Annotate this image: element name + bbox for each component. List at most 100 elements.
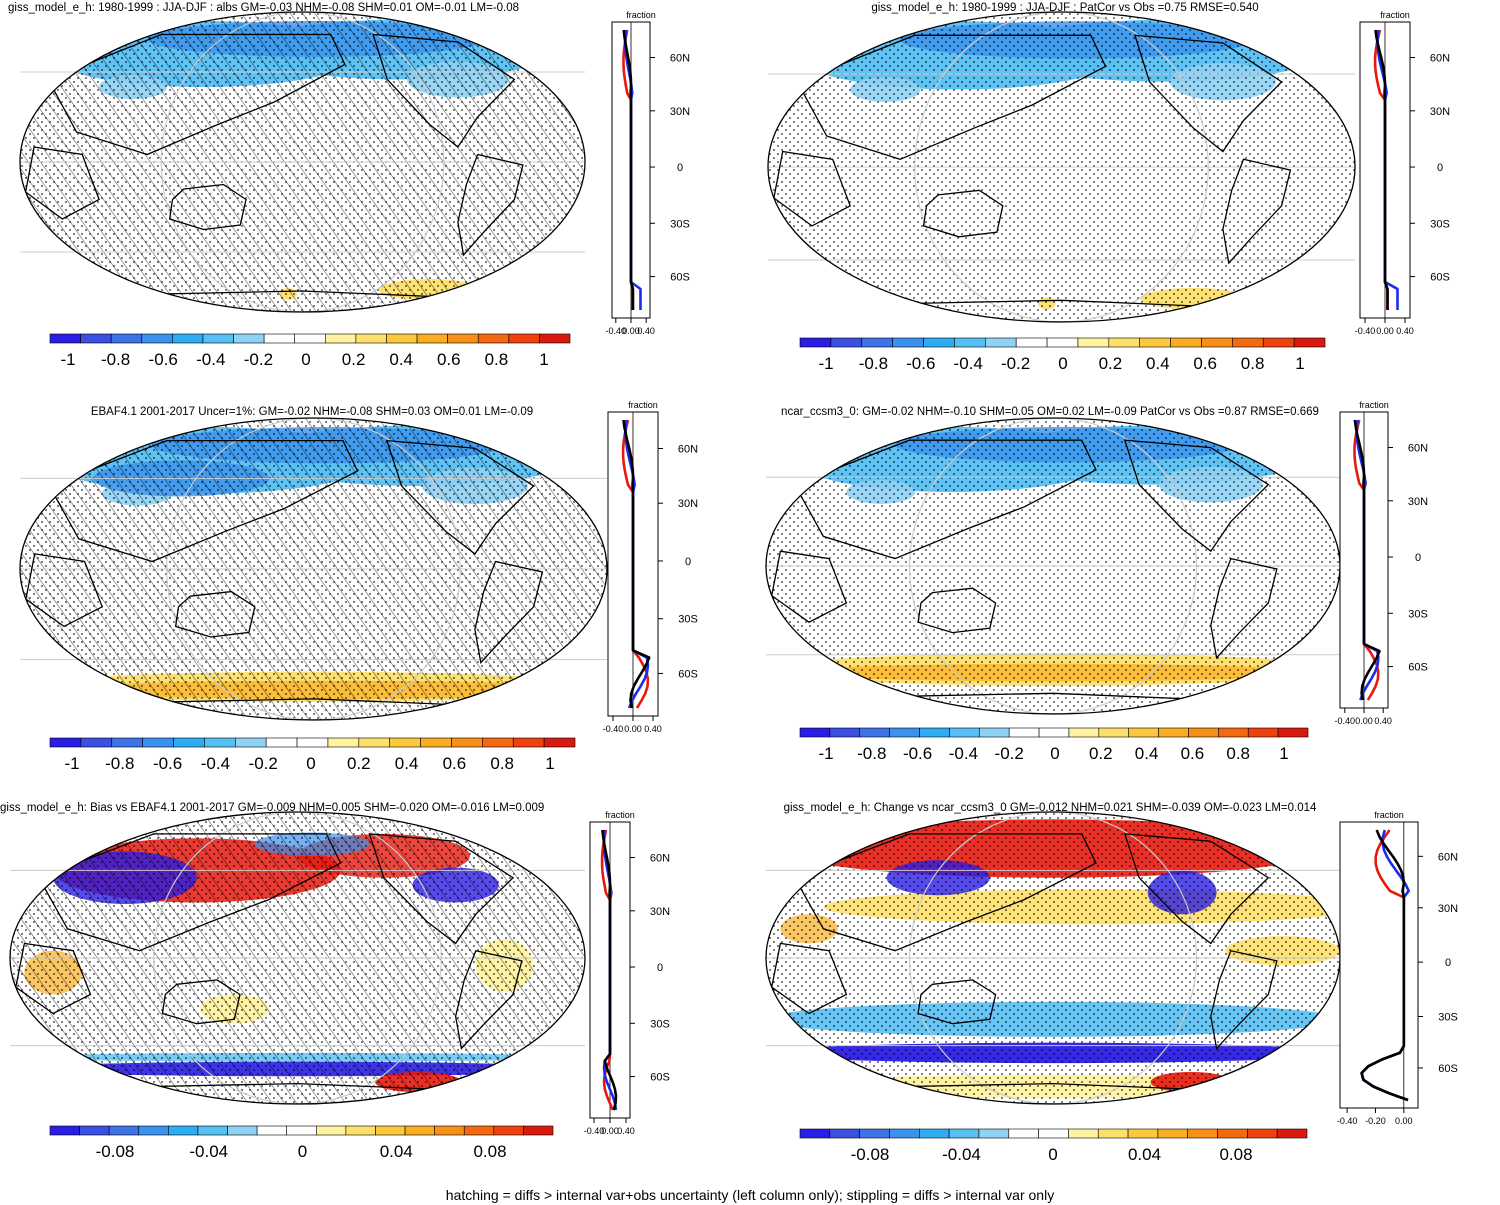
colorbar-label: -0.8 — [101, 350, 130, 369]
colorbar-label: 0.4 — [1135, 744, 1159, 763]
profile-x-label: -0.20 — [1365, 1116, 1386, 1126]
colorbar-swatch — [294, 333, 326, 344]
profile-x-label: 0.40 — [637, 326, 655, 336]
panel-title: giss_model_e_h: Change vs ncar_ccsm3_0 G… — [784, 802, 1317, 814]
colorbar-label: 0.6 — [443, 754, 467, 773]
coastline-4 — [15, 942, 92, 1015]
colorbar-swatch — [79, 1125, 110, 1136]
colorbar-swatch — [168, 1125, 199, 1136]
coastline-0 — [917, 979, 997, 1025]
profile-y-label: 0 — [657, 962, 663, 974]
colorbar-label: -0.6 — [903, 744, 932, 763]
colorbar-swatch — [523, 1125, 554, 1136]
profile-axis-title: fraction — [626, 10, 656, 20]
colorbar-label: 0.4 — [1146, 354, 1170, 373]
profile-x-label: 0.40 — [1396, 326, 1414, 336]
colorbar-label: 0.04 — [380, 1142, 413, 1161]
colorbar-swatch — [204, 737, 236, 748]
colorbar-label: -0.8 — [859, 354, 888, 373]
coastline-0 — [922, 189, 1004, 238]
profile-y-label: 0 — [1437, 162, 1443, 174]
colorbar-swatch — [1170, 337, 1202, 348]
colorbar-swatch — [949, 727, 980, 738]
colorbar-swatch — [404, 1125, 435, 1136]
colorbar-swatch — [1038, 727, 1070, 738]
profile-curve-black — [601, 829, 618, 1111]
profile-curve-black — [622, 29, 635, 310]
colorbar-label: -0.8 — [857, 744, 886, 763]
colorbar-swatch — [434, 1125, 465, 1136]
profile-x-label: 0.40 — [1374, 716, 1392, 726]
figure-footnote: hatching = diffs > internal var+obs unce… — [446, 1187, 1054, 1203]
colorbar-label: 1 — [1295, 354, 1304, 373]
coastline-4 — [24, 146, 100, 220]
colorbar-swatch — [172, 333, 204, 344]
colorbar-swatch — [286, 1125, 317, 1136]
colorbar-swatch — [919, 727, 950, 738]
colorbar-label: -0.4 — [196, 350, 225, 369]
coastline-1 — [1222, 158, 1292, 265]
profile-y-label: 60N — [670, 53, 690, 65]
colorbar-swatch — [1128, 727, 1159, 738]
colorbar-label: -0.6 — [149, 350, 178, 369]
colorbar-swatch — [463, 1125, 495, 1136]
coastline-1 — [1210, 557, 1278, 660]
colorbar-label: 0.2 — [1089, 744, 1113, 763]
coastline-0 — [168, 183, 247, 231]
colorbar-label: 0.6 — [437, 350, 461, 369]
colorbar-swatch — [110, 333, 143, 344]
colorbar-label: 0.2 — [347, 754, 371, 773]
coastline-3 — [47, 33, 346, 156]
profile-y-label: 30S — [670, 218, 690, 230]
map-border — [9, 811, 586, 1105]
profile-y-label: 0 — [1415, 552, 1421, 564]
colorbar-swatch — [49, 333, 81, 344]
colorbar-swatch — [324, 333, 357, 344]
coastline-3 — [796, 34, 1107, 160]
profile-y-label: 60S — [1438, 1063, 1458, 1075]
colorbar-swatch — [234, 737, 267, 748]
colorbar-swatch — [451, 737, 483, 748]
colorbar-swatch — [984, 337, 1017, 348]
colorbar-swatch — [799, 337, 832, 348]
colorbar-swatch — [1068, 1128, 1099, 1139]
panel-d: ncar_ccsm3_0: GM=-0.02 NHM=-0.10 SHM=0.0… — [765, 400, 1429, 763]
profile-y-label: 60S — [1430, 272, 1450, 284]
colorbar-label: 0 — [1050, 744, 1059, 763]
colorbar-swatch — [1077, 337, 1110, 348]
colorbar-label: -0.2 — [1001, 354, 1030, 373]
coastline-1 — [454, 949, 523, 1050]
coastline-3 — [793, 833, 1097, 952]
colorbar-label: 0.4 — [395, 754, 419, 773]
coastline-2 — [385, 439, 535, 555]
colorbar-swatch — [1158, 727, 1189, 738]
profile-x-label: 0.00 — [624, 724, 642, 734]
profile-axis-title: fraction — [1374, 810, 1404, 820]
colorbar-label: 0.8 — [490, 754, 514, 773]
panels-layer: giss_model_e_h: 1980-1999 : JJA-DJF : al… — [0, 2, 1458, 1164]
colorbar-label: -0.08 — [96, 1142, 135, 1161]
coastline-3 — [793, 439, 1097, 560]
coastline-1 — [457, 153, 524, 257]
profile-axis-title: fraction — [1380, 10, 1410, 20]
colorbar-swatch — [1293, 337, 1326, 348]
colorbar-label: 0.6 — [1181, 744, 1205, 763]
profile-y-label: 60S — [678, 668, 698, 680]
profile-y-label: 30N — [670, 106, 690, 118]
colorbar-label: 0.8 — [1241, 354, 1265, 373]
colorbar-swatch — [954, 337, 986, 348]
profile-y-label: 0 — [677, 162, 683, 174]
profile-x-label: 0.00 — [1395, 1116, 1413, 1126]
profile-y-label: 30N — [678, 498, 698, 510]
profile-y-label: 0 — [685, 556, 691, 568]
colorbar-swatch — [138, 1125, 169, 1136]
colorbar-swatch — [447, 333, 479, 344]
colorbar-label: -0.4 — [949, 744, 978, 763]
colorbar-swatch — [142, 737, 174, 748]
colorbar-swatch — [543, 737, 576, 748]
colorbar-swatch — [315, 1125, 347, 1136]
colorbar: -1 -0.8 -0.6 -0.4 -0.2 0 0.2 0.4 0.6 0.8 1 — [799, 337, 1326, 373]
